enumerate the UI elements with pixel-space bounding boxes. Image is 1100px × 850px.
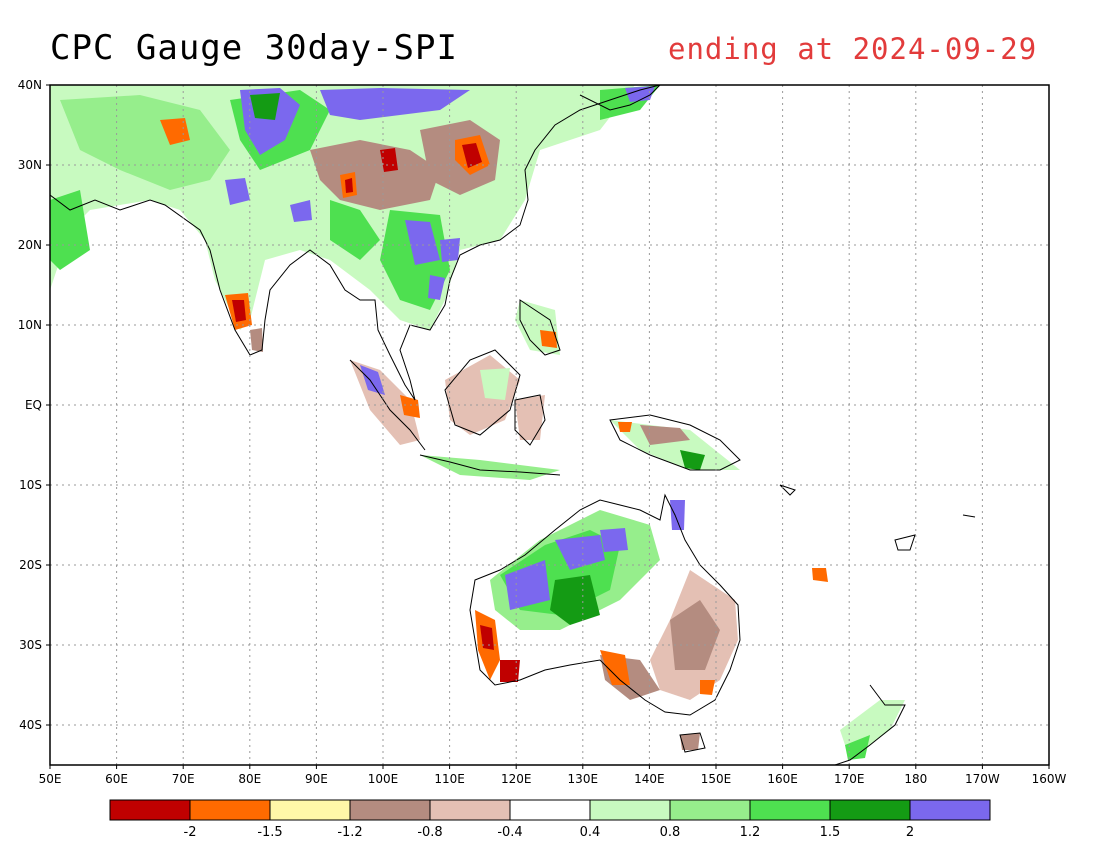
- lon-label: 70E: [172, 772, 195, 786]
- axis-ticks: [46, 84, 1050, 769]
- spi-shading-australia: [475, 500, 905, 760]
- lon-label: 140E: [634, 772, 665, 786]
- lon-label: 100E: [368, 772, 399, 786]
- colorbar-swatch: [509, 799, 591, 821]
- lon-label: 160W: [1032, 772, 1067, 786]
- lat-label: EQ: [25, 398, 42, 412]
- coastlines: [50, 85, 976, 765]
- lat-label: 40N: [18, 78, 42, 92]
- colorbar-swatch: [669, 799, 751, 821]
- colorbar-labels: -2 -1.5 -1.2 -0.8 -0.4 0.4 0.8 1.2 1.5 2: [184, 825, 915, 840]
- lon-label: 120E: [501, 772, 532, 786]
- spi-shading-asia: [50, 85, 660, 352]
- lat-label: 10N: [18, 318, 42, 332]
- colorbar-label: -1.5: [257, 825, 282, 840]
- map-frame: [49, 84, 1050, 766]
- lon-label: 80E: [238, 772, 261, 786]
- colorbar-swatch: [829, 799, 911, 821]
- colorbar-swatch: [909, 799, 991, 821]
- lon-label: 110E: [434, 772, 465, 786]
- lon-label: 60E: [105, 772, 128, 786]
- colorbar-label: -0.8: [417, 825, 442, 840]
- lat-label: 40S: [19, 718, 42, 732]
- page-subtitle: ending at 2024-09-29: [668, 32, 1038, 66]
- colorbar-swatch: [349, 799, 431, 821]
- lat-label: 30S: [19, 638, 42, 652]
- lon-label: 170E: [834, 772, 865, 786]
- grid-lines: [50, 85, 1049, 765]
- colorbar-label: 1.5: [820, 825, 841, 840]
- colorbar-label: -0.4: [497, 825, 522, 840]
- lat-label: 20S: [19, 558, 42, 572]
- colorbar: [109, 799, 991, 821]
- lon-label: 50E: [39, 772, 62, 786]
- lat-label: 30N: [18, 158, 42, 172]
- map-area: [50, 85, 1049, 765]
- lon-label: 170W: [965, 772, 1000, 786]
- colorbar-label: -1.2: [337, 825, 362, 840]
- colorbar-swatch: [429, 799, 511, 821]
- colorbar-label: 0.4: [580, 825, 601, 840]
- colorbar-swatch: [749, 799, 831, 821]
- page-title: CPC Gauge 30day-SPI: [50, 28, 458, 68]
- colorbar-swatch: [109, 799, 191, 821]
- colorbar-swatch: [269, 799, 351, 821]
- lon-label: 150E: [701, 772, 732, 786]
- lat-label: 10S: [19, 478, 42, 492]
- latitude-labels: 40N 30N 20N 10N EQ 10S 20S 30S 40S: [18, 78, 42, 732]
- colorbar-label: -2: [184, 825, 197, 840]
- lon-label: 180: [904, 772, 927, 786]
- colorbar-label: 2: [906, 825, 914, 840]
- colorbar-label: 0.8: [660, 825, 681, 840]
- colorbar-swatch: [589, 799, 671, 821]
- lat-label: 20N: [18, 238, 42, 252]
- lon-label: 160E: [767, 772, 798, 786]
- colorbar-label: 1.2: [740, 825, 761, 840]
- colorbar-swatch: [189, 799, 271, 821]
- lon-label: 130E: [568, 772, 599, 786]
- longitude-labels: 50E 60E 70E 80E 90E 100E 110E 120E 130E 140E 150E 1…: [39, 772, 1067, 786]
- lon-label: 90E: [305, 772, 328, 786]
